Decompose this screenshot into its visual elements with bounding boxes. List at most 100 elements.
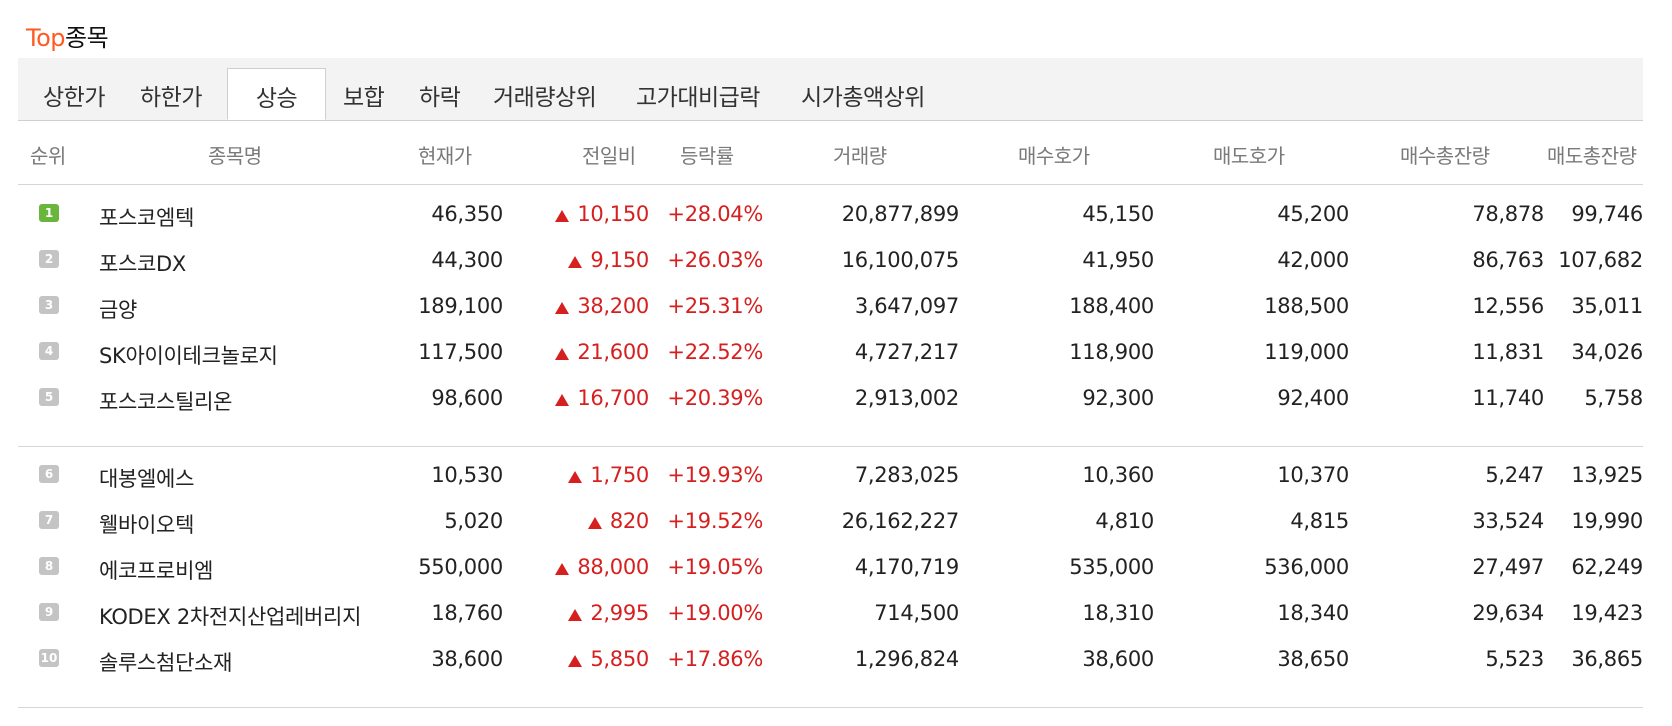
tab-top-market-cap[interactable]: 시가총액상위	[801, 85, 925, 111]
stock-name-link[interactable]: SK아이이테크놀로지	[99, 344, 278, 368]
change-cell: 9,150	[590, 248, 649, 272]
stock-name-link[interactable]: 포스코DX	[99, 252, 187, 276]
ask-price-cell: 188,500	[1264, 294, 1349, 318]
price-cell: 18,760	[431, 601, 503, 625]
bid-price-cell: 10,360	[1082, 463, 1154, 487]
ask-price-cell: 45,200	[1277, 202, 1349, 226]
ask-total-cell: 13,925	[1571, 463, 1643, 487]
bid-price-cell: 45,150	[1082, 202, 1154, 226]
price-cell: 46,350	[431, 202, 503, 226]
rank-badge-icon: 8	[39, 557, 59, 575]
ask-total-cell: 99,746	[1571, 202, 1643, 226]
bid-price-cell: 118,900	[1069, 340, 1154, 364]
rank-badge-icon: 4	[39, 342, 59, 360]
volume-cell: 1,296,824	[854, 647, 959, 671]
rate-cell: +20.39%	[667, 386, 763, 410]
bid-price-cell: 188,400	[1069, 294, 1154, 318]
stock-name-link[interactable]: 포스코스틸리온	[99, 390, 233, 414]
ask-total-cell: 19,423	[1571, 601, 1643, 625]
table-bottom-divider	[18, 707, 1643, 708]
rate-cell: +19.93%	[667, 463, 763, 487]
stock-name-link[interactable]: 대봉엘에스	[99, 467, 195, 491]
price-cell: 38,600	[431, 647, 503, 671]
ask-price-cell: 536,000	[1264, 555, 1349, 579]
change-cell: 2,995	[590, 601, 649, 625]
ask-total-cell: 19,990	[1571, 509, 1643, 533]
col-price: 현재가	[418, 144, 472, 168]
change-cell: 820	[609, 509, 649, 533]
col-ask-total: 매도총잔량	[1547, 144, 1637, 168]
stock-name-link[interactable]: 포스코엠텍	[99, 206, 195, 230]
rank-badge-icon: 5	[39, 388, 59, 406]
bid-price-cell: 4,810	[1095, 509, 1154, 533]
tab-flat[interactable]: 보합	[343, 85, 385, 111]
bid-total-cell: 12,556	[1472, 294, 1544, 318]
tab-bar: 상한가 하한가 상승 보합 하락 거래량상위 고가대비급락 시가총액상위	[18, 58, 1643, 121]
col-ask: 매도호가	[1213, 144, 1285, 168]
change-cell: 88,000	[577, 555, 649, 579]
volume-cell: 4,727,217	[854, 340, 959, 364]
up-triangle-icon	[555, 302, 570, 314]
tab-lower-limit[interactable]: 하한가	[140, 85, 202, 111]
rank-badge-icon: 2	[39, 250, 59, 268]
up-triangle-icon	[568, 655, 583, 667]
up-triangle-icon	[555, 563, 570, 575]
up-triangle-icon	[568, 256, 583, 268]
bid-total-cell: 29,634	[1472, 601, 1544, 625]
bid-total-cell: 33,524	[1472, 509, 1544, 533]
ask-price-cell: 42,000	[1277, 248, 1349, 272]
panel-title: Top종목	[26, 18, 109, 53]
tab-upper-limit[interactable]: 상한가	[43, 85, 105, 111]
rank-badge-icon: 9	[39, 603, 59, 621]
rate-cell: +26.03%	[667, 248, 763, 272]
volume-cell: 7,283,025	[854, 463, 959, 487]
change-cell: 16,700	[577, 386, 649, 410]
up-triangle-icon	[568, 471, 583, 483]
stock-name-link[interactable]: 솔루스첨단소재	[99, 651, 233, 675]
stock-name-link[interactable]: 에코프로비엠	[99, 559, 214, 583]
col-rate: 등락률	[680, 144, 734, 168]
bid-total-cell: 5,523	[1485, 647, 1544, 671]
change-cell: 5,850	[590, 647, 649, 671]
change-cell: 21,600	[577, 340, 649, 364]
up-triangle-icon	[555, 210, 570, 222]
rank-badge-icon: 3	[39, 296, 59, 314]
rank-badge-icon: 7	[39, 511, 59, 529]
tab-rise[interactable]: 상승	[227, 68, 326, 120]
bid-total-cell: 86,763	[1472, 248, 1544, 272]
stock-name-link[interactable]: KODEX 2차전지산업레버리지	[99, 605, 362, 629]
up-triangle-icon	[568, 609, 583, 621]
bid-price-cell: 38,600	[1082, 647, 1154, 671]
volume-cell: 20,877,899	[841, 202, 960, 226]
bid-total-cell: 5,247	[1485, 463, 1544, 487]
ask-price-cell: 92,400	[1277, 386, 1349, 410]
tab-top-volume[interactable]: 거래량상위	[493, 85, 597, 111]
volume-cell: 16,100,075	[841, 248, 960, 272]
tab-sharp-drop[interactable]: 고가대비급락	[636, 85, 760, 111]
rate-cell: +22.52%	[667, 340, 763, 364]
price-cell: 44,300	[431, 248, 503, 272]
ask-price-cell: 10,370	[1277, 463, 1349, 487]
bid-price-cell: 92,300	[1082, 386, 1154, 410]
stock-name-link[interactable]: 금양	[99, 298, 138, 322]
stock-name-link[interactable]: 웰바이오텍	[99, 513, 195, 537]
volume-cell: 3,647,097	[854, 294, 959, 318]
tab-fall[interactable]: 하락	[419, 85, 461, 111]
rank-badge-icon: 1	[39, 204, 59, 222]
rate-cell: +19.05%	[667, 555, 763, 579]
ask-total-cell: 35,011	[1571, 294, 1643, 318]
col-bid-total: 매수총잔량	[1400, 144, 1490, 168]
change-cell: 10,150	[577, 202, 649, 226]
volume-cell: 26,162,227	[841, 509, 960, 533]
up-triangle-icon	[555, 394, 570, 406]
bid-price-cell: 18,310	[1082, 601, 1154, 625]
ask-price-cell: 119,000	[1264, 340, 1349, 364]
rank-badge-icon: 6	[39, 465, 59, 483]
rate-cell: +19.52%	[667, 509, 763, 533]
price-cell: 10,530	[431, 463, 503, 487]
col-change: 전일비	[582, 144, 636, 168]
ask-price-cell: 38,650	[1277, 647, 1349, 671]
price-cell: 98,600	[431, 386, 503, 410]
col-rank: 순위	[30, 144, 66, 168]
